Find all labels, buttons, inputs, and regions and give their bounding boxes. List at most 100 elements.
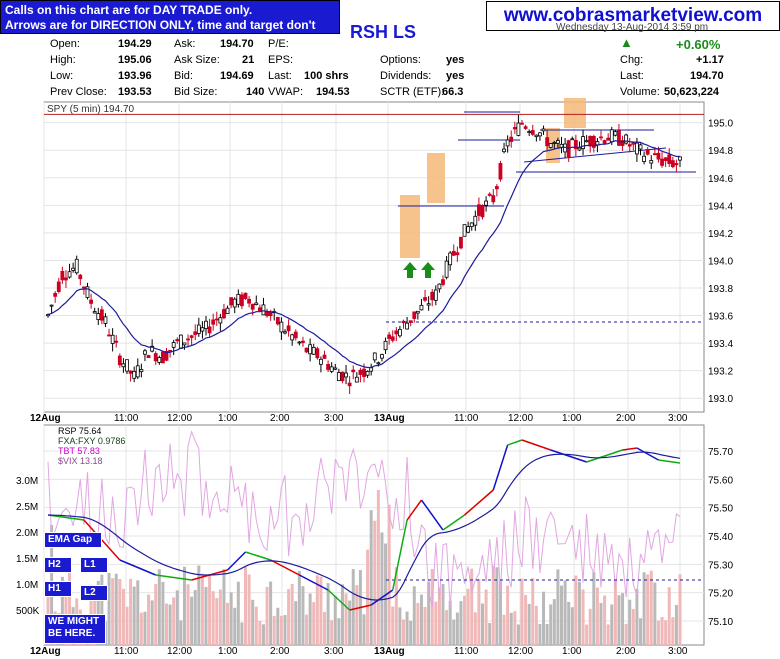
dividends-label: Dividends: (380, 70, 432, 82)
bid-value: 194.69 (220, 70, 254, 82)
volume-bar (585, 624, 589, 645)
volume-bar (560, 585, 563, 645)
candle-body (523, 126, 528, 129)
candle-body (240, 294, 244, 307)
volume-bar (269, 581, 273, 645)
candle-body (581, 136, 585, 149)
volume-bar (272, 616, 276, 645)
l2-label: L2 (80, 585, 108, 601)
rsp-segment (406, 499, 423, 521)
price-x-tick: 1:00 (562, 413, 582, 424)
high-label: High: (50, 54, 76, 66)
candle-body (171, 342, 176, 348)
candle-body (516, 122, 521, 136)
rsp-y-tick: 75.50 (708, 504, 733, 515)
candle-body (631, 142, 636, 145)
price-panel (43, 101, 705, 413)
candle-body (164, 350, 169, 361)
volume-bar (437, 587, 441, 645)
volume-bar (549, 604, 553, 645)
volume-bar (143, 611, 147, 645)
candle-body (548, 143, 553, 148)
candle-body (652, 153, 657, 156)
volume-bar (161, 581, 165, 645)
volume-bar (671, 617, 675, 645)
volume-bar (613, 579, 617, 645)
candle-body (624, 134, 629, 144)
candle-body (462, 224, 467, 237)
volume-bar (258, 621, 262, 645)
chg-label: Chg: (620, 54, 644, 66)
volume-bar (247, 574, 251, 645)
vix-legend: $VIX 13.18 (58, 456, 103, 466)
up-arrow-icon (403, 262, 417, 278)
candle-body (196, 324, 201, 334)
volume-bar (563, 580, 567, 645)
date-stamp: Wednesday 13-Aug-2014 3:59 pm (556, 22, 709, 33)
price-x-tick: 11:00 (454, 413, 479, 424)
volume-bar (193, 589, 197, 645)
volume-bar (355, 585, 359, 645)
volume-bar (606, 624, 610, 645)
volume-bar (545, 623, 549, 645)
candle-body (387, 334, 392, 339)
candle-body (477, 204, 481, 216)
candle-body (570, 138, 575, 141)
volume-bar (419, 594, 423, 645)
volume-bar (484, 589, 488, 645)
volume-bar (323, 612, 326, 645)
candle-body (591, 136, 596, 148)
volume-bar (175, 590, 179, 645)
candle-body (509, 136, 514, 142)
candle-body (214, 318, 219, 321)
volume-bar (373, 520, 377, 645)
volume-bar (556, 569, 560, 645)
volume-bar (588, 608, 592, 645)
candle-body (656, 152, 661, 160)
volume-bar (154, 584, 158, 645)
candle-body (595, 141, 600, 146)
candle-body (663, 157, 668, 162)
candle-body (304, 347, 309, 353)
trend-line (523, 147, 667, 163)
candle-body (380, 354, 384, 359)
rsp-x-tick: 3:00 (668, 646, 688, 657)
candle-body (448, 252, 453, 266)
candle-body (505, 139, 510, 147)
candle-body (660, 158, 664, 166)
volume-bar (351, 569, 355, 645)
candle-body (408, 320, 413, 323)
ask-value: 194.70 (220, 38, 254, 50)
candle-body (150, 345, 155, 352)
candle-body (153, 353, 158, 362)
open-label: Open: (50, 38, 80, 50)
low-value: 193.96 (118, 70, 152, 82)
candle-body (236, 293, 241, 305)
candle-body (161, 351, 165, 364)
highlight-zone (564, 98, 586, 128)
volume-bar (261, 624, 265, 645)
volume-bar (211, 591, 215, 645)
volume-bar (132, 586, 136, 645)
candle-body (466, 226, 471, 233)
candle-body (222, 309, 226, 319)
volume-bar (639, 618, 642, 645)
site-link[interactable]: www.cobrasmarketview.com (486, 1, 780, 31)
volume-bar (455, 612, 459, 645)
candle-body (193, 331, 198, 335)
rsp-y-tick: 75.30 (708, 560, 733, 571)
candle-body (121, 363, 126, 368)
symbol-title: RSH LS (350, 22, 417, 42)
last2-value: 194.70 (690, 70, 724, 82)
candle-body (99, 309, 104, 321)
candle-body (344, 372, 348, 378)
volume-bar (60, 576, 64, 645)
chg-value: +1.17 (696, 54, 724, 66)
volume-bar (204, 587, 208, 645)
candle-body (311, 347, 316, 355)
volume-bar (297, 571, 301, 645)
candle-body (67, 271, 72, 278)
candle-body (599, 136, 603, 139)
candle-body (247, 298, 251, 304)
candle-body (584, 140, 589, 143)
